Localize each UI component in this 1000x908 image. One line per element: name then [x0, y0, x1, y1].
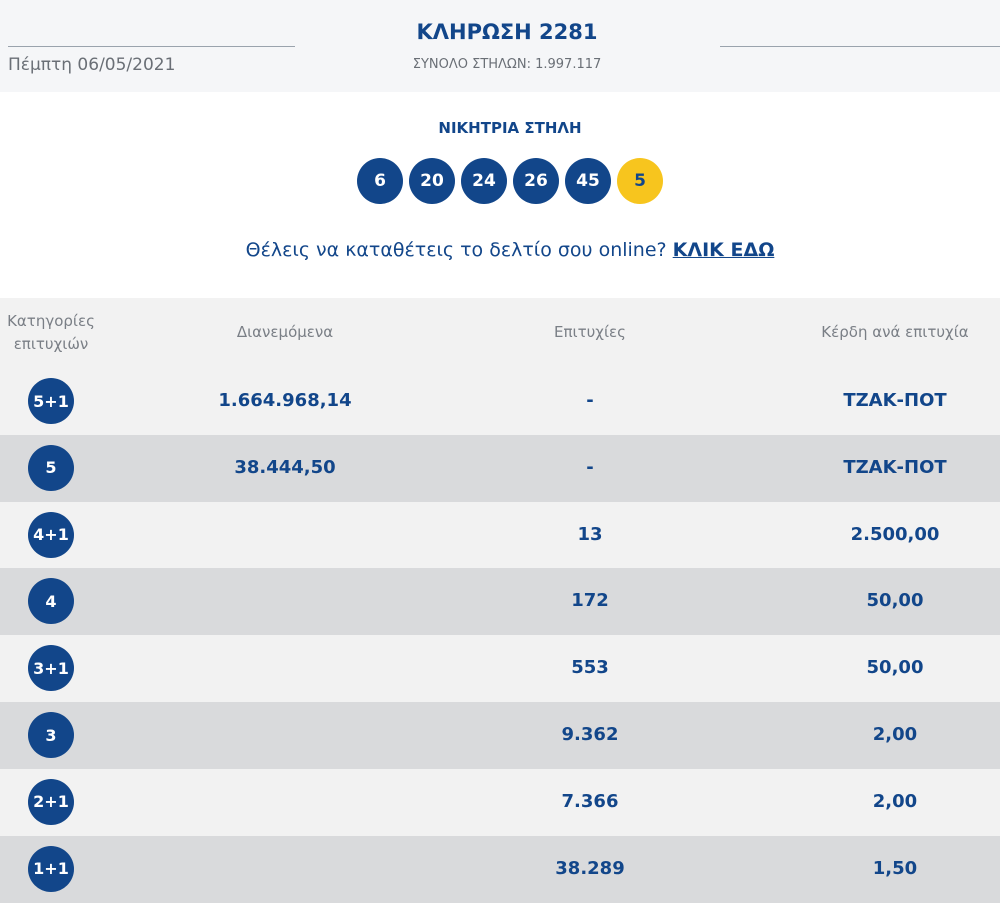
table-row: 5+1 1.664.968,14 - ΤΖΑΚ-ΠΟΤ	[0, 368, 1000, 435]
category-badge: 3	[28, 712, 74, 758]
prize: 2.500,00	[850, 523, 940, 545]
column-header: Διανεμόμενα	[236, 323, 334, 341]
ball: 6	[357, 158, 403, 204]
ball: 26	[513, 158, 559, 204]
winning-label: ΝΙΚΗΤΡΙΑ ΣΤΗΛΗ	[438, 119, 582, 137]
subtitle: ΣΥΝΟΛΟ ΣΤΗΛΩΝ: 1.997.117	[412, 57, 602, 72]
winners: 9.362	[561, 724, 619, 745]
category-badge: 2+1	[28, 778, 74, 825]
table-row: 3+1 553 50,00	[0, 635, 1000, 703]
divider	[8, 46, 295, 47]
ball: 24	[461, 158, 507, 204]
category-badge: 4	[28, 578, 74, 625]
category-badge: 5+1	[28, 378, 74, 424]
table-row: 4 172 50,00	[0, 568, 1000, 636]
divider	[720, 46, 1000, 47]
winners: 13	[577, 523, 603, 545]
cta-text: Θέλεις να καταθέτεις το δελτίο σου onlin…	[245, 239, 667, 261]
prize: 50,00	[866, 590, 924, 612]
date: Πέμπτη 06/05/2021	[8, 55, 176, 75]
category-badge: 5	[28, 444, 74, 491]
prize: ΤΖΑΚ-ΠΟΤ	[843, 456, 947, 478]
title: ΚΛΗΡΩΣΗ 2281	[416, 20, 598, 44]
prize: ΤΖΑΚ-ΠΟΤ	[843, 390, 947, 411]
column-header: Κέρδη ανά επιτυχία	[821, 323, 969, 341]
ball: 20	[409, 158, 455, 204]
category-badge: 3+1	[28, 645, 74, 692]
category-badge: 1+1	[28, 845, 74, 892]
distributed: 38.444,50	[234, 456, 336, 478]
winners: -	[586, 390, 594, 411]
prize: 2,00	[872, 724, 918, 745]
ball: 45	[565, 158, 611, 204]
winners: 553	[571, 657, 609, 679]
cta: Θέλεις να καταθέτεις το δελτίο σου onlin…	[0, 239, 1000, 261]
distributed: 1.664.968,14	[218, 390, 352, 411]
winners: 172	[571, 590, 609, 612]
table-row: 3 9.362 2,00	[0, 702, 1000, 769]
table-row: 5 38.444,50 - ΤΖΑΚ-ΠΟΤ	[0, 434, 1000, 502]
column-header: Επιτυχίες	[554, 323, 626, 341]
prize: 50,00	[866, 657, 924, 679]
winners: 38.289	[555, 857, 625, 879]
table-row: 1+1 38.289 1,50	[0, 835, 1000, 903]
prize: 2,00	[872, 790, 918, 812]
table-row: 2+1 7.366 2,00	[0, 768, 1000, 836]
category-badge: 4+1	[28, 511, 74, 558]
winners: -	[586, 456, 594, 478]
table-header: Κατηγορίες επιτυχιών Διανεμόμενα Επιτυχί…	[0, 298, 1000, 368]
header: Πέμπτη 06/05/2021 ΚΛΗΡΩΣΗ 2281 ΣΥΝΟΛΟ ΣΤ…	[0, 0, 1000, 92]
prize: 1,50	[872, 857, 918, 879]
bonus-ball: 5	[617, 158, 663, 204]
table-row: 4+1 13 2.500,00	[0, 501, 1000, 569]
cta-link[interactable]: ΚΛΙΚ ΕΔΩ	[672, 239, 775, 261]
winners: 7.366	[561, 790, 619, 812]
column-header: Κατηγορίες επιτυχιών	[7, 312, 95, 353]
